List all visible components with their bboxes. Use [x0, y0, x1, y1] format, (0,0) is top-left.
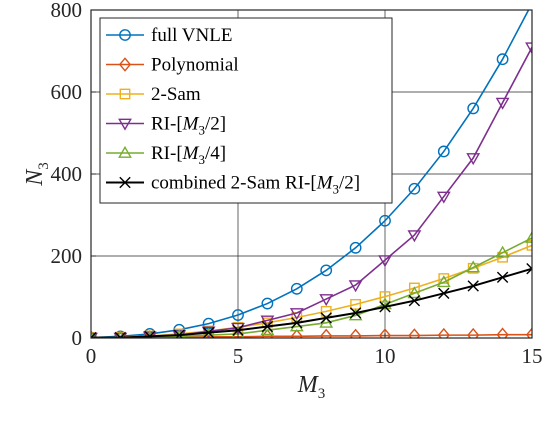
y-tick-label: 0	[72, 326, 83, 350]
data-point	[496, 271, 509, 284]
x-tick-label: 0	[86, 344, 97, 368]
data-point	[496, 53, 509, 66]
data-point	[348, 308, 363, 321]
data-point	[320, 328, 333, 338]
data-point	[437, 145, 450, 158]
legend-box	[99, 17, 393, 204]
legend-marker	[118, 145, 132, 158]
data-point	[260, 315, 275, 328]
data-point	[525, 42, 532, 55]
data-point	[320, 312, 332, 324]
legend-marker	[119, 176, 131, 189]
legend-label: Polynomial	[151, 55, 239, 76]
data-point	[526, 263, 532, 275]
data-point	[378, 255, 392, 268]
legend-item: 2-Sam	[106, 84, 201, 105]
legend-marker	[118, 118, 132, 131]
data-point	[349, 307, 362, 319]
data-point	[467, 102, 480, 115]
data-point	[437, 327, 450, 338]
series-layer	[91, 10, 532, 338]
legend-marker	[119, 29, 131, 41]
data-point	[467, 280, 479, 292]
data-point	[202, 328, 215, 338]
data-point	[144, 330, 156, 338]
x-tick-label: 15	[522, 344, 543, 368]
data-point	[173, 329, 185, 338]
data-point	[291, 317, 303, 329]
data-point	[290, 282, 303, 295]
data-point	[290, 329, 303, 338]
legend-marker	[119, 88, 131, 100]
data-point	[466, 153, 481, 166]
legend: full VNLE Polynomial 2-Sam RI-[M3/2] RI-[M3/…	[99, 17, 393, 204]
data-point	[319, 315, 334, 328]
data-point	[466, 260, 481, 273]
data-point	[261, 297, 274, 310]
data-point	[525, 327, 532, 338]
x-tick-label: 5	[233, 344, 244, 368]
data-point	[261, 320, 274, 333]
data-point	[348, 280, 363, 293]
y-tick-label: 200	[51, 244, 83, 268]
data-point	[379, 291, 391, 302]
legend-label: full VNLE	[151, 25, 232, 46]
series-line	[91, 244, 532, 338]
data-point	[113, 332, 128, 338]
data-point	[262, 317, 273, 329]
legend-item: RI-[M3/2]	[106, 114, 226, 138]
data-point	[232, 309, 244, 321]
y-tick-label: 800	[51, 0, 83, 22]
data-point	[495, 245, 510, 258]
series-line	[91, 237, 532, 338]
legend-label: RI-[M3/2]	[151, 114, 226, 138]
legend-marker	[118, 57, 132, 72]
data-point	[319, 294, 334, 307]
data-point	[408, 328, 421, 338]
data-point	[232, 324, 244, 336]
data-point	[495, 97, 510, 110]
data-point	[349, 241, 362, 254]
data-point	[349, 328, 362, 338]
data-point	[467, 327, 480, 338]
data-point	[320, 264, 333, 277]
data-point	[379, 214, 391, 227]
legend-label: RI-[M3/4]	[151, 143, 226, 167]
data-point	[496, 327, 509, 338]
legend-item: Polynomial	[106, 55, 239, 76]
data-point	[525, 230, 532, 243]
y-tick-label: 600	[51, 80, 83, 104]
x-tick-label: 10	[375, 344, 396, 368]
data-point	[436, 275, 451, 288]
legend-label: combined 2-Sam RI-[M3/2]	[151, 173, 360, 197]
legend-item: combined 2-Sam RI-[M3/2]	[106, 173, 360, 197]
data-point	[436, 191, 451, 204]
data-point	[379, 301, 391, 313]
data-point	[289, 308, 304, 321]
data-point	[407, 286, 422, 299]
data-point	[202, 326, 215, 338]
data-point	[91, 331, 97, 338]
data-point	[91, 330, 98, 338]
series-line	[91, 10, 530, 338]
y-axis-label: N3	[22, 162, 52, 187]
legend-item: RI-[M3/4]	[106, 143, 226, 167]
x-axis-label: M3	[297, 372, 326, 402]
data-point	[378, 328, 392, 338]
data-point	[407, 230, 422, 243]
data-point	[408, 182, 421, 195]
series-line	[91, 267, 532, 338]
series-5	[91, 263, 532, 338]
data-point	[408, 294, 421, 307]
data-point	[467, 262, 479, 274]
data-point	[114, 330, 127, 338]
legend-label: 2-Sam	[151, 84, 201, 105]
legend-item: full VNLE	[106, 25, 232, 46]
data-point	[438, 287, 450, 300]
axis-ticks: 0 5 10 15 0 200 400 600 800	[51, 0, 543, 368]
y-tick-label: 400	[51, 162, 83, 186]
data-point	[438, 273, 450, 284]
data-point	[231, 322, 245, 335]
